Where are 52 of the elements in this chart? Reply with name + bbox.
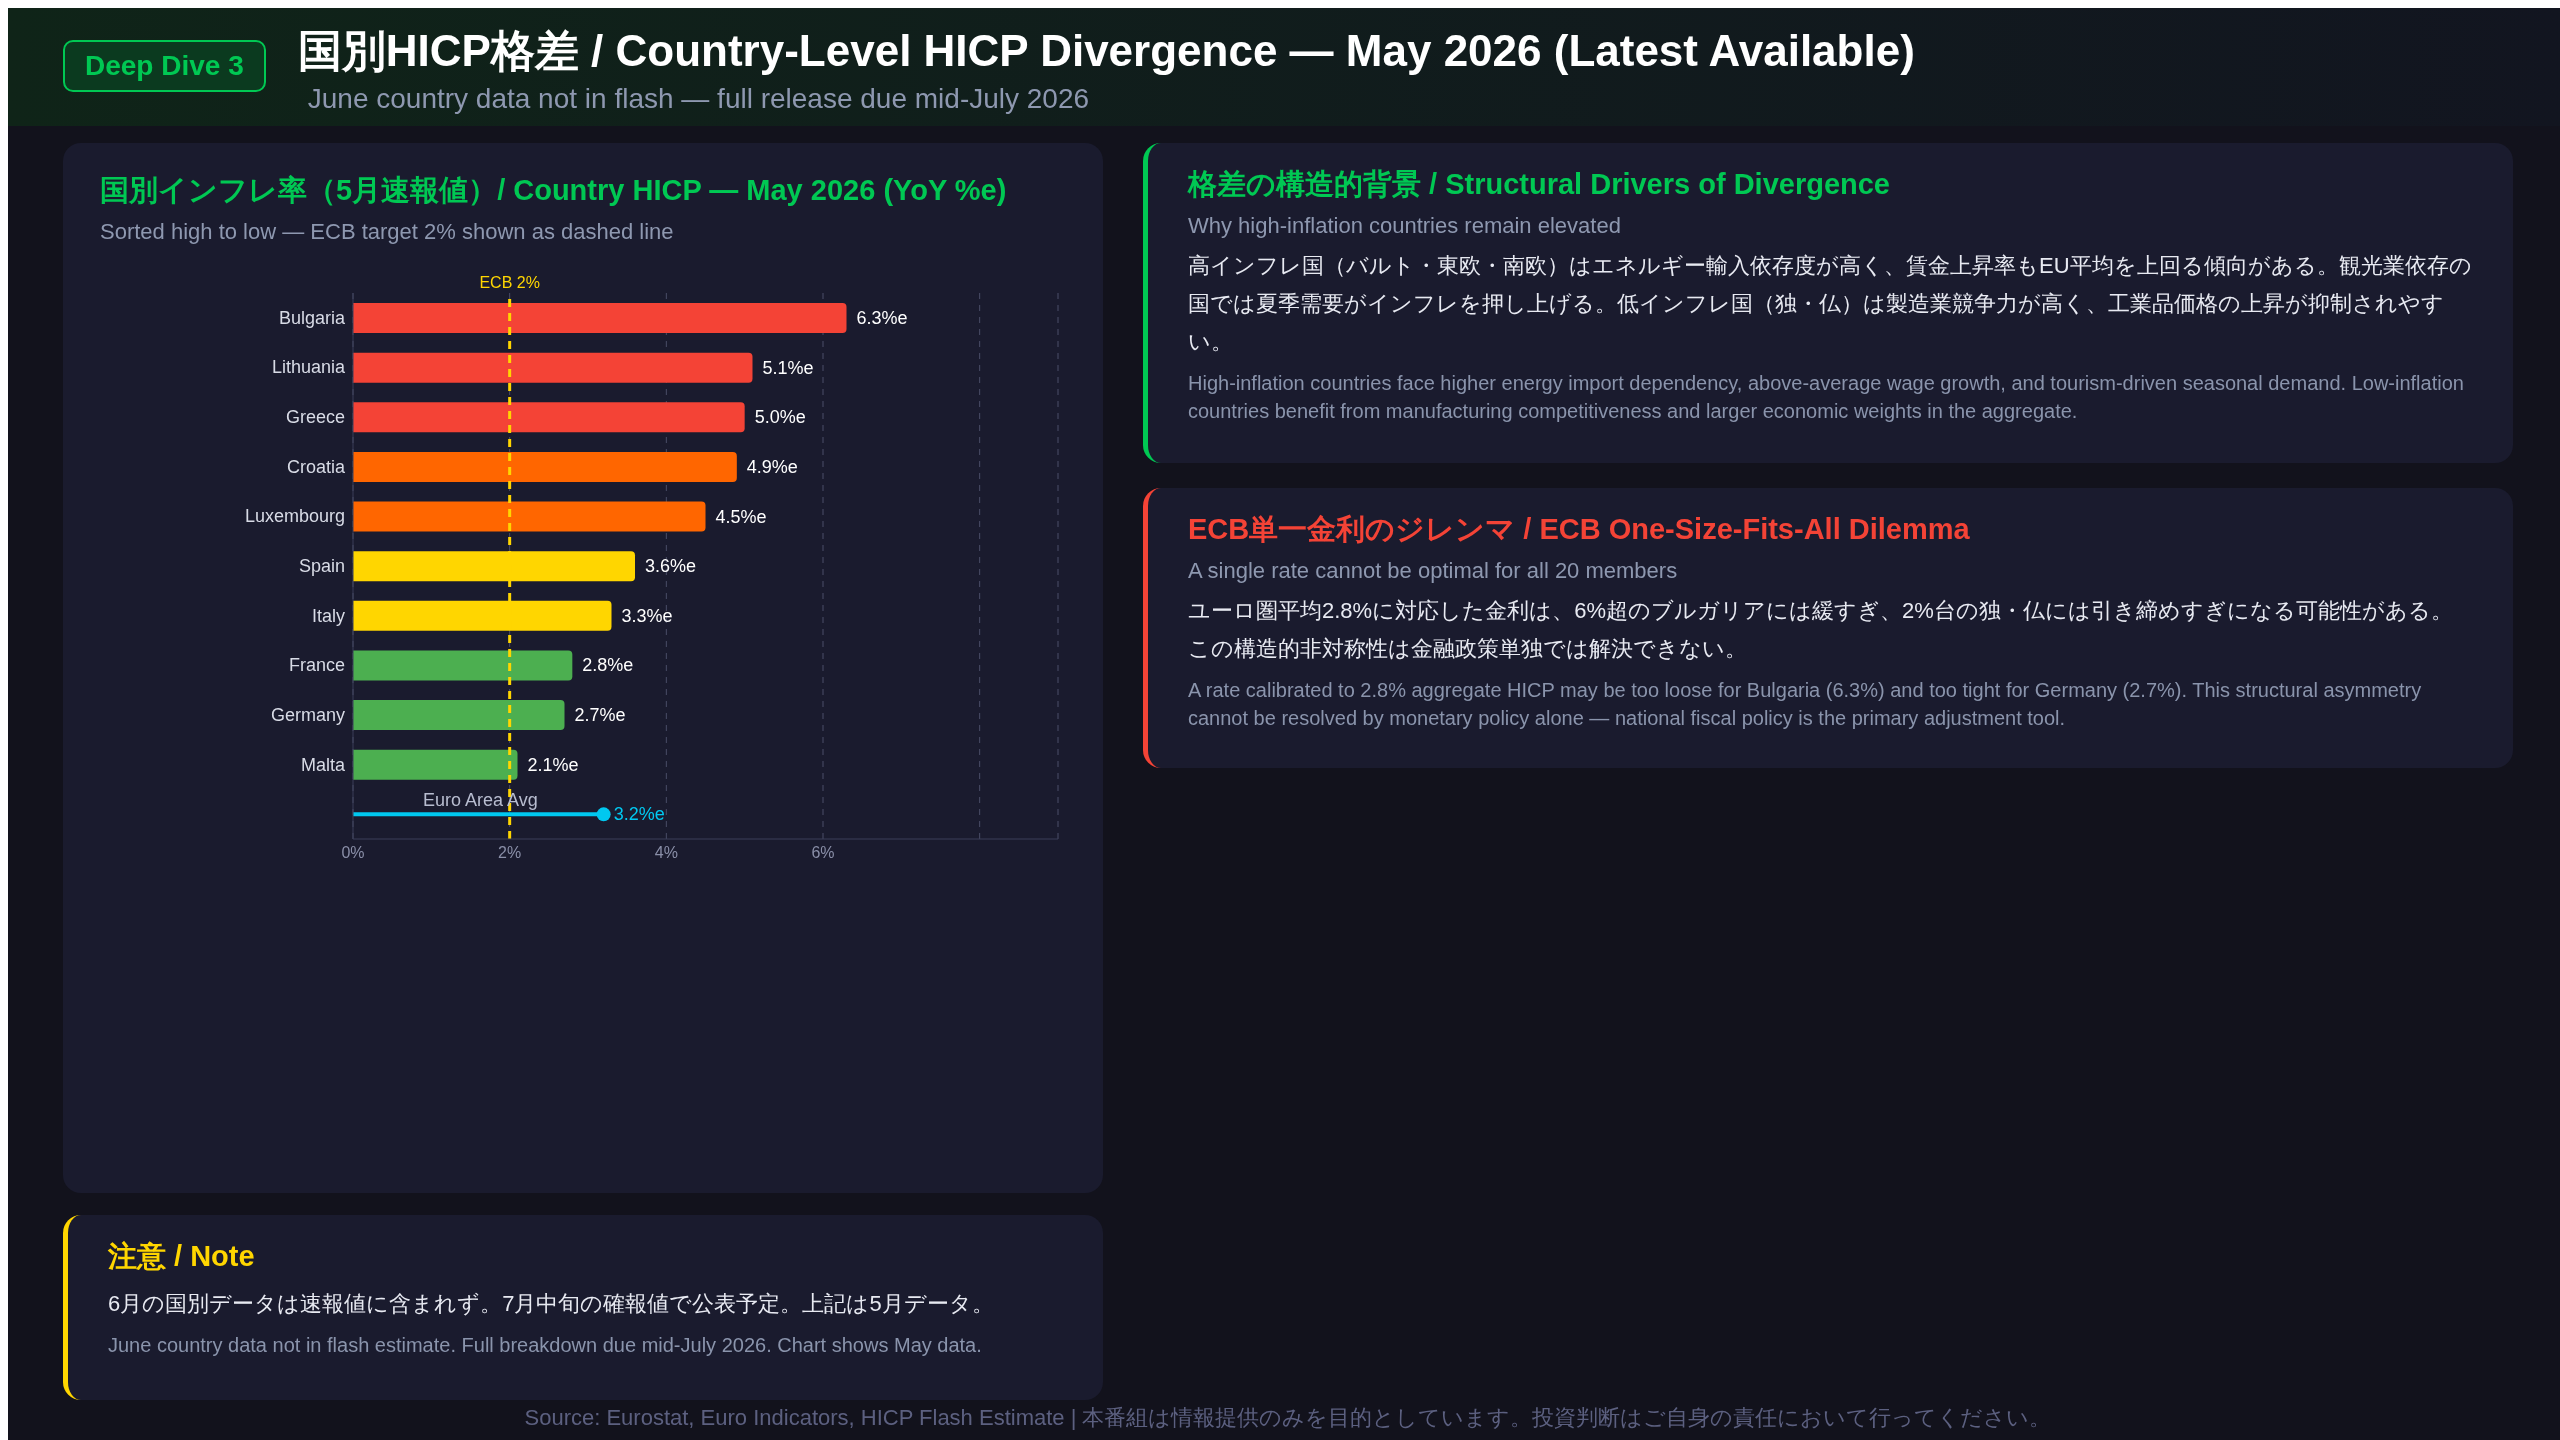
source-note: Source: Eurostat, Euro Indicators, HICP Flash Estimate | 本番組は情報提供のみを目的としています。投資判断はご自身の責任において行ってください。 [524,1405,2052,1430]
bar [353,650,573,681]
ref-line-label: ECB 2% [479,274,540,291]
y-tick-label: France [288,655,345,676]
data-label: 5.0%e [754,407,806,428]
data-label: 5.1%e [762,357,814,378]
data-label: 6.3%e [856,308,908,328]
text: Deep Dive 3 [63,40,266,92]
bar [353,451,737,482]
y-tick-label: Malta [300,754,346,775]
y-tick-label: Croatia [286,456,346,477]
bar [353,501,706,532]
x-tick-label: 4% [654,844,678,862]
x-tick-label: 6% [811,844,835,862]
data-label: 3.6%e [645,556,697,577]
text: June country data not in flash — full release due mid-July 2026 [307,83,1091,115]
x-tick-label: 0% [341,844,365,862]
data-label: 2.7%e [574,705,626,726]
bar [353,352,753,383]
data-label: 2.1%e [527,754,579,775]
y-tick-label: Spain [298,556,345,576]
bar [353,303,847,333]
y-tick-label: Bulgaria [278,307,346,328]
text: 高インフレ国（バルト・東欧・南欧）はエネルギー輸入依存度が高く、賃金上昇率もEU平均を上回る傾向がある。観光業依存の国では夏季需要がインフレを押し上げる。低インフレ国（独・仏）は製造業競争力が高く、工業品価格の上昇が抑制されやすい。 [1188,252,2473,356]
data-label: 2.8%e [582,655,634,676]
data-label: 4.5%e [715,506,767,527]
data-label: 4.9%e [746,456,798,477]
y-tick-label: Germany [270,704,345,725]
data-label: 3.2%e [613,804,665,825]
text: A rate calibrated to 2.8% aggregate HICP may be too loose for Bulgaria (6.3%) and too tight for Germany (2.7%). This structural asymmetry cannot be resolved by monetary policy alone — national fiscal policy is the primary adjustment tool. [1188,678,2423,731]
bar [353,700,565,731]
text: ECB単一金利のジレンマ / ECB One-Size-Fits-All Dilemma [1188,512,1971,547]
text: Why high-inflation countries remain elevated [1188,213,1622,239]
y-tick-label: Greece [285,407,345,428]
y-tick-label: Luxembourg [244,506,345,527]
y-tick-label: Lithuania [271,357,346,378]
text: 国別HICP格差 / Country-Level HICP Divergence — May 2026 (Latest Available) [297,25,1915,77]
bar [353,749,518,780]
text: 注意 / Note [108,1239,256,1274]
data-label: 3.3%e [621,605,673,626]
x-tick-label: 2% [498,844,522,862]
text: ユーロ圏平均2.8%に対応した金利は、6%超のブルガリアには緩すぎ、2%台の独・仏には引き締めすぎになる可能性がある。この構造的非対称性は金融政策単独では解決できない。 [1188,597,2454,663]
text: June country data not in flash estimate. Full breakdown due mid-July 2026. Chart shows May data. [108,1333,983,1358]
chart-subtitle: Sorted high to low — ECB target 2% shown as dashed line [100,219,675,245]
text: 6月の国別データは速報値に含まれず。7月中旬の確報値で公表予定。上記は5月データ。 [108,1290,995,1318]
chart-title: 国別インフレ率（5月速報値）/ Country HICP — May 2026 (YoY %e) [100,173,1007,208]
y-tick-label: Italy [311,605,345,626]
text: A single rate cannot be optimal for all 20 members [1188,558,1679,584]
text: 格差の構造的背景 / Structural Drivers of Divergence [1188,167,1891,202]
bar [353,402,745,433]
text: High-inflation countries face higher energy import dependency, above-average wage growth, and tourism-driven seasonal demand. Low-inflation countries benefit from manufacturing competitiveness and larger economic weights in the aggregate. [1188,371,2465,424]
y-tick-label: Euro Area Avg [423,790,538,811]
